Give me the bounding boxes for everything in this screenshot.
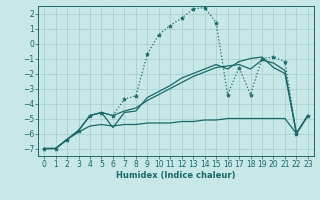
X-axis label: Humidex (Indice chaleur): Humidex (Indice chaleur) <box>116 171 236 180</box>
